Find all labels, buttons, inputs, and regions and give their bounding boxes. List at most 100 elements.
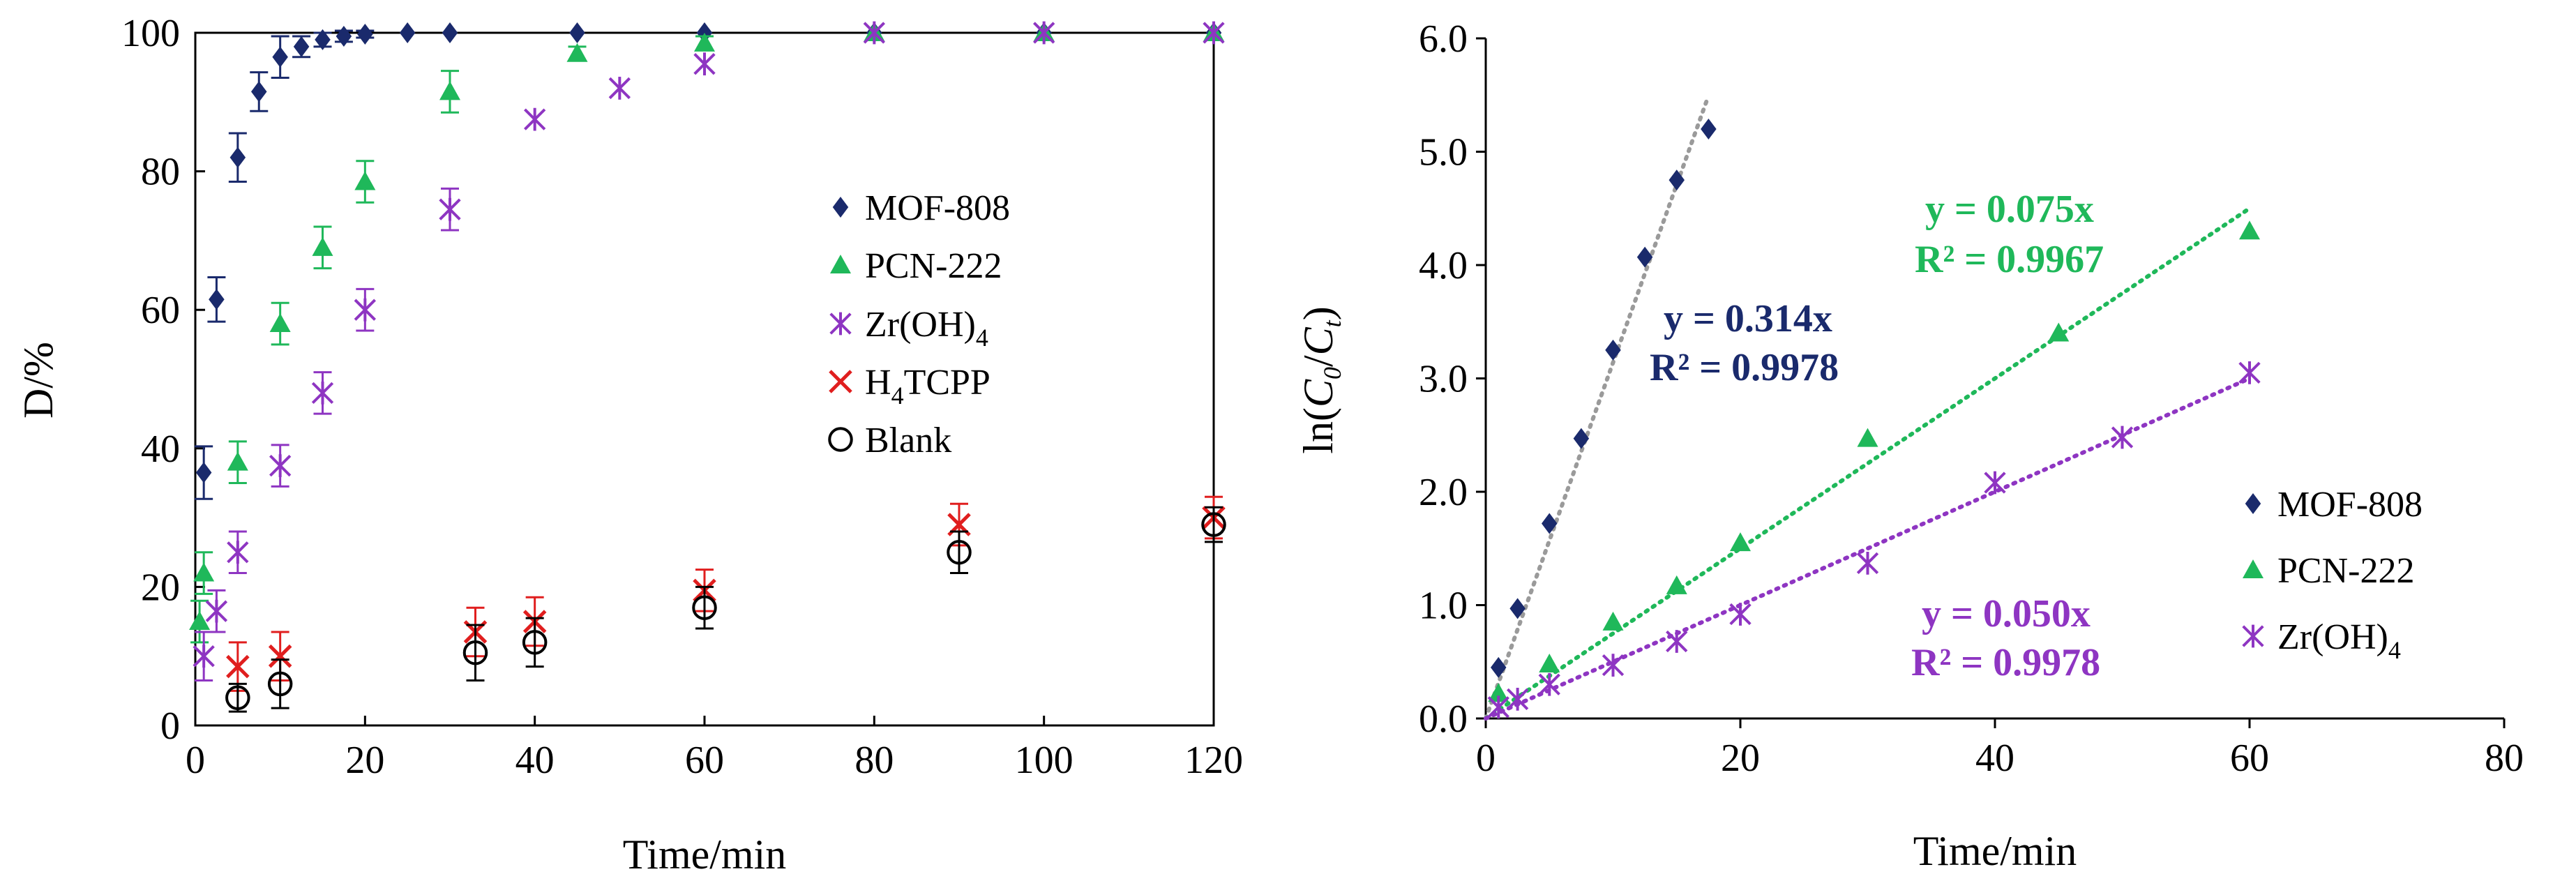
left-legend-marker-pcn222: [830, 255, 851, 273]
right-y-tick-label: 1.0: [1419, 585, 1468, 628]
data-point-mof808: [1605, 339, 1621, 361]
right-x-tick-label: 40: [1975, 737, 2014, 780]
left-y-tick-label: 20: [141, 566, 180, 609]
error-bar: [271, 658, 289, 709]
right-y-tick-label: 3.0: [1419, 358, 1468, 401]
data-point-pcn222: [2048, 322, 2070, 342]
right-chart: 0.01.02.03.04.05.06.0 0 20 40 60 80 Time/min…: [1295, 17, 2524, 874]
right-series-zroh4: [1487, 361, 2261, 719]
data-point-zroh4: [354, 298, 376, 322]
right-legend-marker-pcn222: [2243, 559, 2264, 578]
data-point-zroh4: [205, 599, 228, 623]
left-legend-label-blank: Blank: [865, 421, 951, 460]
data-point-zroh4: [524, 107, 546, 131]
left-series-h4tcpp: [226, 495, 1226, 692]
right-x-tick-label: 0: [1476, 737, 1496, 780]
data-point-pcn222: [1602, 611, 1624, 631]
data-point-mof808: [229, 146, 246, 168]
right-legend-marker-mof808: [2245, 493, 2261, 514]
legend-symbol: [829, 370, 852, 393]
left-legend-marker-blank: [828, 427, 853, 452]
legend-symbol: [2245, 493, 2261, 514]
left-y-tick-label: 0: [160, 705, 180, 748]
data-point-mof808: [569, 22, 585, 43]
left-x-ticks: 0 20 40 60 80 100 120: [186, 716, 1243, 782]
right-y-tick-label: 2.0: [1419, 471, 1468, 514]
data-point-pcn222: [193, 562, 215, 582]
left-series-blank: [225, 506, 1226, 713]
data-point-pcn222: [312, 236, 333, 256]
eq-mof808: y = 0.314x: [1664, 297, 1832, 340]
left-legend-marker-h4tcpp: [829, 370, 852, 393]
data-point-mof808: [272, 46, 288, 68]
data-point-mof808: [1491, 656, 1507, 678]
data-point-mof808: [315, 29, 331, 50]
error-bar: [525, 617, 544, 668]
ylabel-post: ): [1295, 306, 1341, 320]
data-point-zroh4: [2238, 361, 2261, 384]
data-point-zroh4: [1984, 471, 2006, 495]
ylabel-pre: ln(: [1295, 407, 1341, 454]
h4tcpp-sub: 4: [891, 382, 904, 409]
data-point-pcn222: [269, 313, 291, 333]
r2-mof808: R² = 0.9978: [1650, 346, 1839, 389]
right-x-axis-title: Time/min: [1913, 828, 2077, 874]
data-point-pcn222: [1488, 683, 1509, 702]
legend-symbol: [829, 312, 852, 336]
data-point-mof808: [1669, 170, 1685, 191]
right-x-tick-label: 60: [2230, 737, 2269, 780]
error-bar: [695, 585, 714, 630]
data-point-zroh4: [1729, 603, 1752, 626]
right-series-mof808: [1491, 119, 1717, 678]
data-point-zroh4: [2111, 426, 2134, 449]
data-point-zroh4: [1487, 695, 1509, 719]
left-x-tick-label: 100: [1015, 739, 1074, 782]
data-point-zroh4: [608, 77, 631, 100]
left-x-tick-label: 80: [854, 739, 894, 782]
right-legend-label-pcn222: PCN-222: [2277, 551, 2414, 591]
legend-symbol: [2243, 559, 2264, 578]
left-y-tick-label: 60: [141, 289, 180, 332]
zroh4-main: Zr(OH): [865, 305, 976, 345]
left-x-tick-label: 20: [345, 739, 384, 782]
data-point-mof808: [336, 25, 352, 47]
h4tcpp-main: H: [865, 363, 891, 402]
data-point-pcn222: [566, 43, 588, 62]
left-x-tick-label: 40: [515, 739, 555, 782]
left-y-tick-label: 80: [141, 151, 180, 194]
left-legend-label-zroh4: Zr(OH)4: [865, 305, 988, 352]
data-point-pcn222: [1857, 428, 1878, 447]
left-x-tick-label: 60: [685, 739, 724, 782]
right-y-tick-label: 0.0: [1419, 698, 1468, 741]
ylabel-slash: /: [1295, 355, 1341, 367]
data-point-mof808: [357, 23, 373, 45]
left-legend-marker-zroh4: [829, 312, 852, 336]
data-point-zroh4: [439, 197, 461, 221]
legend-symbol: [2242, 624, 2264, 648]
data-point-pcn222: [227, 451, 248, 471]
right-x-ticks: 0 20 40 60 80: [1476, 718, 2524, 780]
data-point-mof808: [195, 462, 212, 483]
data-point-zroh4: [1506, 687, 1529, 711]
data-point-zroh4: [1666, 630, 1688, 653]
data-point-blank: [225, 685, 250, 711]
right-y-ticks: 0.0 1.0 2.0 3.0 4.0 5.0 6.0: [1419, 17, 1486, 741]
left-legend-label-h4tcpp: H4TCPP: [865, 363, 991, 409]
data-point-h4tcpp: [268, 644, 292, 668]
data-point-mof808: [1542, 513, 1558, 534]
eq-pcn222: y = 0.075x: [1925, 188, 2094, 231]
data-point-pcn222: [439, 81, 460, 100]
right-y-tick-label: 5.0: [1419, 131, 1468, 174]
left-series-pcn222: [189, 22, 1224, 644]
data-point-blank: [1201, 512, 1226, 537]
right-x-tick-label: 80: [2485, 737, 2524, 780]
left-legend: MOF-808 PCN-222 Zr(OH)4 H4TCPP Blank: [828, 188, 1010, 460]
data-point-h4tcpp: [226, 654, 250, 679]
trendline-mof808: [1484, 97, 1710, 721]
data-point-mof808: [1701, 119, 1717, 140]
data-point-mof808: [399, 22, 416, 43]
zroh4-sub: 4: [976, 324, 988, 352]
left-legend-marker-mof808: [832, 197, 849, 218]
data-point-pcn222: [354, 171, 376, 190]
